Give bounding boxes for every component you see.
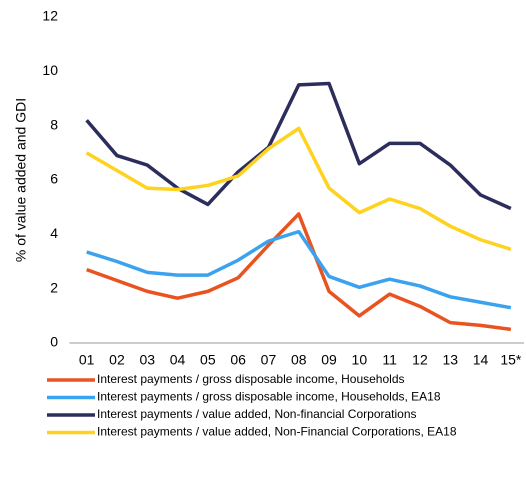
x-tick-label: 08	[291, 352, 307, 368]
y-tick-label: 12	[42, 8, 58, 24]
y-tick-label: 0	[50, 334, 58, 350]
y-tick-label: 4	[50, 225, 58, 241]
x-tick-label: 06	[230, 352, 246, 368]
y-tick-label: 6	[50, 171, 58, 187]
y-tick-label: 8	[50, 116, 58, 132]
x-tick-label: 05	[200, 352, 216, 368]
x-tick-label: 14	[473, 352, 489, 368]
legend-label: Interest payments / value added, Non-fin…	[97, 407, 417, 421]
series-line	[85, 81, 512, 211]
x-tick-label: 12	[412, 352, 428, 368]
x-tick-label: 07	[261, 352, 277, 368]
x-tick-label: 09	[321, 352, 337, 368]
x-tick-label: 04	[170, 352, 186, 368]
x-tick-label: 02	[109, 352, 125, 368]
x-tick-label: 03	[139, 352, 155, 368]
series-line	[86, 212, 512, 332]
legend-label: Interest payments / gross disposable inc…	[97, 390, 441, 404]
x-tick-label: 13	[442, 352, 458, 368]
y-tick-label: 10	[42, 62, 58, 78]
x-tick-label: 01	[79, 352, 95, 368]
x-tick-label: 10	[352, 352, 368, 368]
y-axis-label: % of value added and GDI	[13, 98, 29, 262]
series-line	[86, 229, 512, 310]
legend-label: Interest payments / gross disposable inc…	[97, 372, 405, 386]
y-tick-label: 2	[50, 279, 58, 295]
x-tick-label: 11	[382, 352, 397, 368]
x-tick-label: 15*	[500, 352, 522, 368]
series-line	[85, 126, 512, 251]
legend-label: Interest payments / value added, Non-Fin…	[97, 425, 457, 439]
